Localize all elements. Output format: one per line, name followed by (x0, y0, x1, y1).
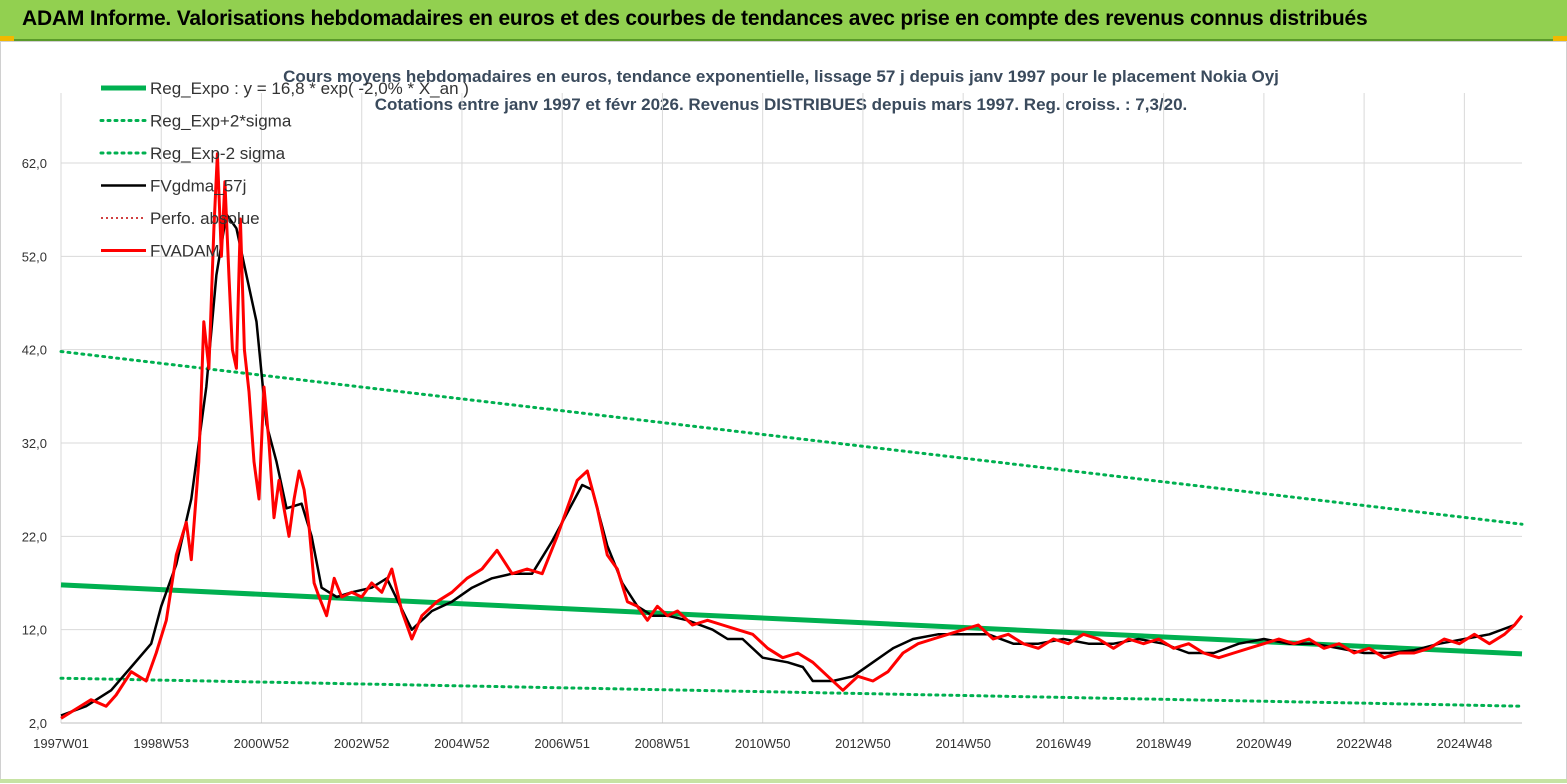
legend-label-2: Reg_Exp-2 sigma (150, 144, 286, 163)
banner-corner-mark-left (0, 36, 14, 41)
report-banner: ADAM Informe. Valorisations hebdomadaire… (0, 0, 1567, 41)
legend-label-3: FVgdma_57j (150, 177, 246, 196)
x-axis: 1997W01 1998W53 2000W52 2002W52 2004W52 2006W… (33, 736, 1492, 751)
x-tick-label: 2016W49 (1036, 736, 1092, 751)
y-tick-label: 2,0 (29, 716, 47, 731)
x-tick-label: 2018W49 (1136, 736, 1192, 751)
x-tick-label: 2002W52 (334, 736, 390, 751)
series-group (59, 152, 1524, 720)
legend-label-5: FVADAM (150, 242, 220, 261)
grid (60, 93, 1522, 724)
banner-corner-mark-right (1553, 36, 1567, 41)
y-tick-label: 62,0 (22, 156, 47, 171)
x-tick-label: 2008W51 (635, 736, 691, 751)
series-line-2 (59, 676, 1524, 708)
legend-label-4: Perfo. absolue (150, 209, 260, 228)
y-tick-label: 22,0 (22, 529, 47, 544)
report-title: ADAM Informe. Valorisations hebdomadaire… (22, 7, 1368, 30)
y-tick-label: 42,0 (22, 343, 47, 358)
y-tick-label: 52,0 (22, 249, 47, 264)
x-tick-label: 2024W48 (1437, 736, 1493, 751)
x-tick-label: 1998W53 (133, 736, 189, 751)
x-tick-label: 2020W49 (1236, 736, 1292, 751)
x-tick-label: 2014W50 (935, 736, 991, 751)
bottom-stripe (0, 779, 1567, 783)
chart-title-line-1: Cours moyens hebdomadaires en euros, ten… (283, 67, 1279, 86)
x-tick-label: 2006W51 (534, 736, 590, 751)
series-line-3 (60, 213, 1515, 717)
x-tick-label: 2004W52 (434, 736, 490, 751)
y-tick-label: 32,0 (22, 436, 47, 451)
x-tick-label: 2012W50 (835, 736, 891, 751)
y-axis: 2,0 12,0 22,0 32,0 42,0 52,0 62,0 (22, 156, 47, 731)
y-tick-label: 12,0 (22, 623, 47, 638)
x-tick-label: 2000W52 (234, 736, 290, 751)
chart-title-line-2: Cotations entre janv 1997 et févr 2026. … (375, 95, 1188, 114)
line-chart: Cours moyens hebdomadaires en euros, ten… (22, 67, 1524, 751)
x-tick-label: 1997W01 (33, 736, 89, 751)
x-tick-label: 2010W50 (735, 736, 791, 751)
series-line-1 (59, 350, 1524, 526)
series-line-5 (60, 152, 1524, 720)
legend-label-1: Reg_Exp+2*sigma (150, 112, 292, 131)
legend: Reg_Expo : y = 16,8 * exp( -2,0% * X_an … (99, 79, 469, 261)
legend-label-0: Reg_Expo : y = 16,8 * exp( -2,0% * X_an … (150, 79, 469, 98)
chart-area: Cours moyens hebdomadaires en euros, ten… (0, 41, 1567, 783)
x-tick-label: 2022W48 (1336, 736, 1392, 751)
